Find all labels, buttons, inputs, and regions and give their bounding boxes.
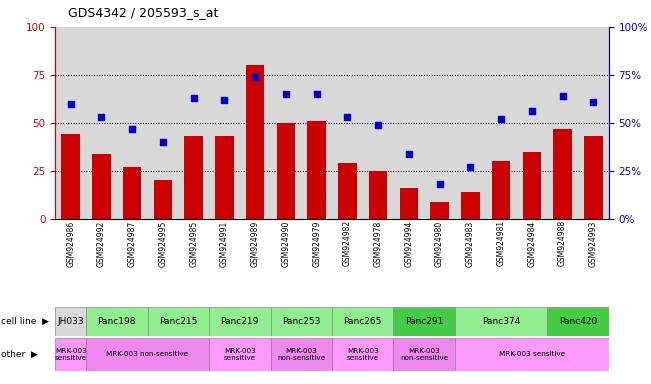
Bar: [393, 338, 455, 371]
Bar: [92, 154, 111, 219]
Point: [219, 97, 230, 103]
Point: [158, 139, 168, 145]
Bar: [271, 307, 332, 336]
Bar: [584, 136, 603, 219]
Point: [404, 151, 414, 157]
Text: MRK-003 sensitive: MRK-003 sensitive: [499, 351, 565, 357]
Text: cell line  ▶: cell line ▶: [1, 317, 49, 326]
Bar: [461, 192, 480, 219]
Bar: [393, 307, 455, 336]
Bar: [400, 188, 418, 219]
Text: Panc291: Panc291: [405, 317, 443, 326]
Point: [434, 181, 445, 187]
Point: [96, 114, 107, 120]
Bar: [338, 163, 357, 219]
Text: MRK-003
sensitive: MRK-003 sensitive: [55, 348, 87, 361]
Point: [527, 108, 537, 114]
Point: [557, 93, 568, 99]
Bar: [277, 123, 295, 219]
Text: GDS4342 / 205593_s_at: GDS4342 / 205593_s_at: [68, 6, 219, 19]
Bar: [184, 136, 203, 219]
Bar: [215, 136, 234, 219]
Text: MRK-003 non-sensitive: MRK-003 non-sensitive: [107, 351, 189, 357]
Bar: [271, 338, 332, 371]
Bar: [154, 180, 172, 219]
Text: Panc253: Panc253: [282, 317, 320, 326]
Bar: [86, 307, 148, 336]
Bar: [553, 129, 572, 219]
Bar: [148, 307, 209, 336]
Bar: [55, 307, 86, 336]
Point: [496, 116, 506, 122]
Text: Panc374: Panc374: [482, 317, 520, 326]
Bar: [307, 121, 326, 219]
Text: Panc420: Panc420: [559, 317, 597, 326]
Point: [189, 95, 199, 101]
Text: MRK-003
non-sensitive: MRK-003 non-sensitive: [277, 348, 326, 361]
Text: other  ▶: other ▶: [1, 350, 38, 359]
Bar: [61, 134, 80, 219]
Point: [250, 74, 260, 80]
Bar: [430, 202, 449, 219]
Bar: [547, 307, 609, 336]
Bar: [123, 167, 141, 219]
Bar: [209, 338, 271, 371]
Point: [588, 99, 598, 105]
Bar: [455, 338, 609, 371]
Point: [66, 101, 76, 107]
Text: MRK-003
sensitive: MRK-003 sensitive: [224, 348, 256, 361]
Point: [342, 114, 353, 120]
Point: [127, 126, 137, 132]
Text: JH033: JH033: [57, 317, 84, 326]
Bar: [55, 338, 86, 371]
Bar: [455, 307, 547, 336]
Point: [281, 91, 291, 97]
Text: Panc215: Panc215: [159, 317, 197, 326]
Text: Panc265: Panc265: [344, 317, 382, 326]
Bar: [209, 307, 271, 336]
Bar: [332, 307, 393, 336]
Text: MRK-003
non-sensitive: MRK-003 non-sensitive: [400, 348, 449, 361]
Bar: [332, 338, 393, 371]
Text: MRK-003
sensitive: MRK-003 sensitive: [347, 348, 379, 361]
Point: [465, 164, 475, 170]
Bar: [369, 171, 387, 219]
Bar: [86, 338, 209, 371]
Point: [373, 122, 383, 128]
Text: Panc198: Panc198: [98, 317, 136, 326]
Bar: [246, 65, 264, 219]
Point: [311, 91, 322, 97]
Bar: [492, 161, 510, 219]
Bar: [523, 152, 541, 219]
Text: Panc219: Panc219: [221, 317, 259, 326]
